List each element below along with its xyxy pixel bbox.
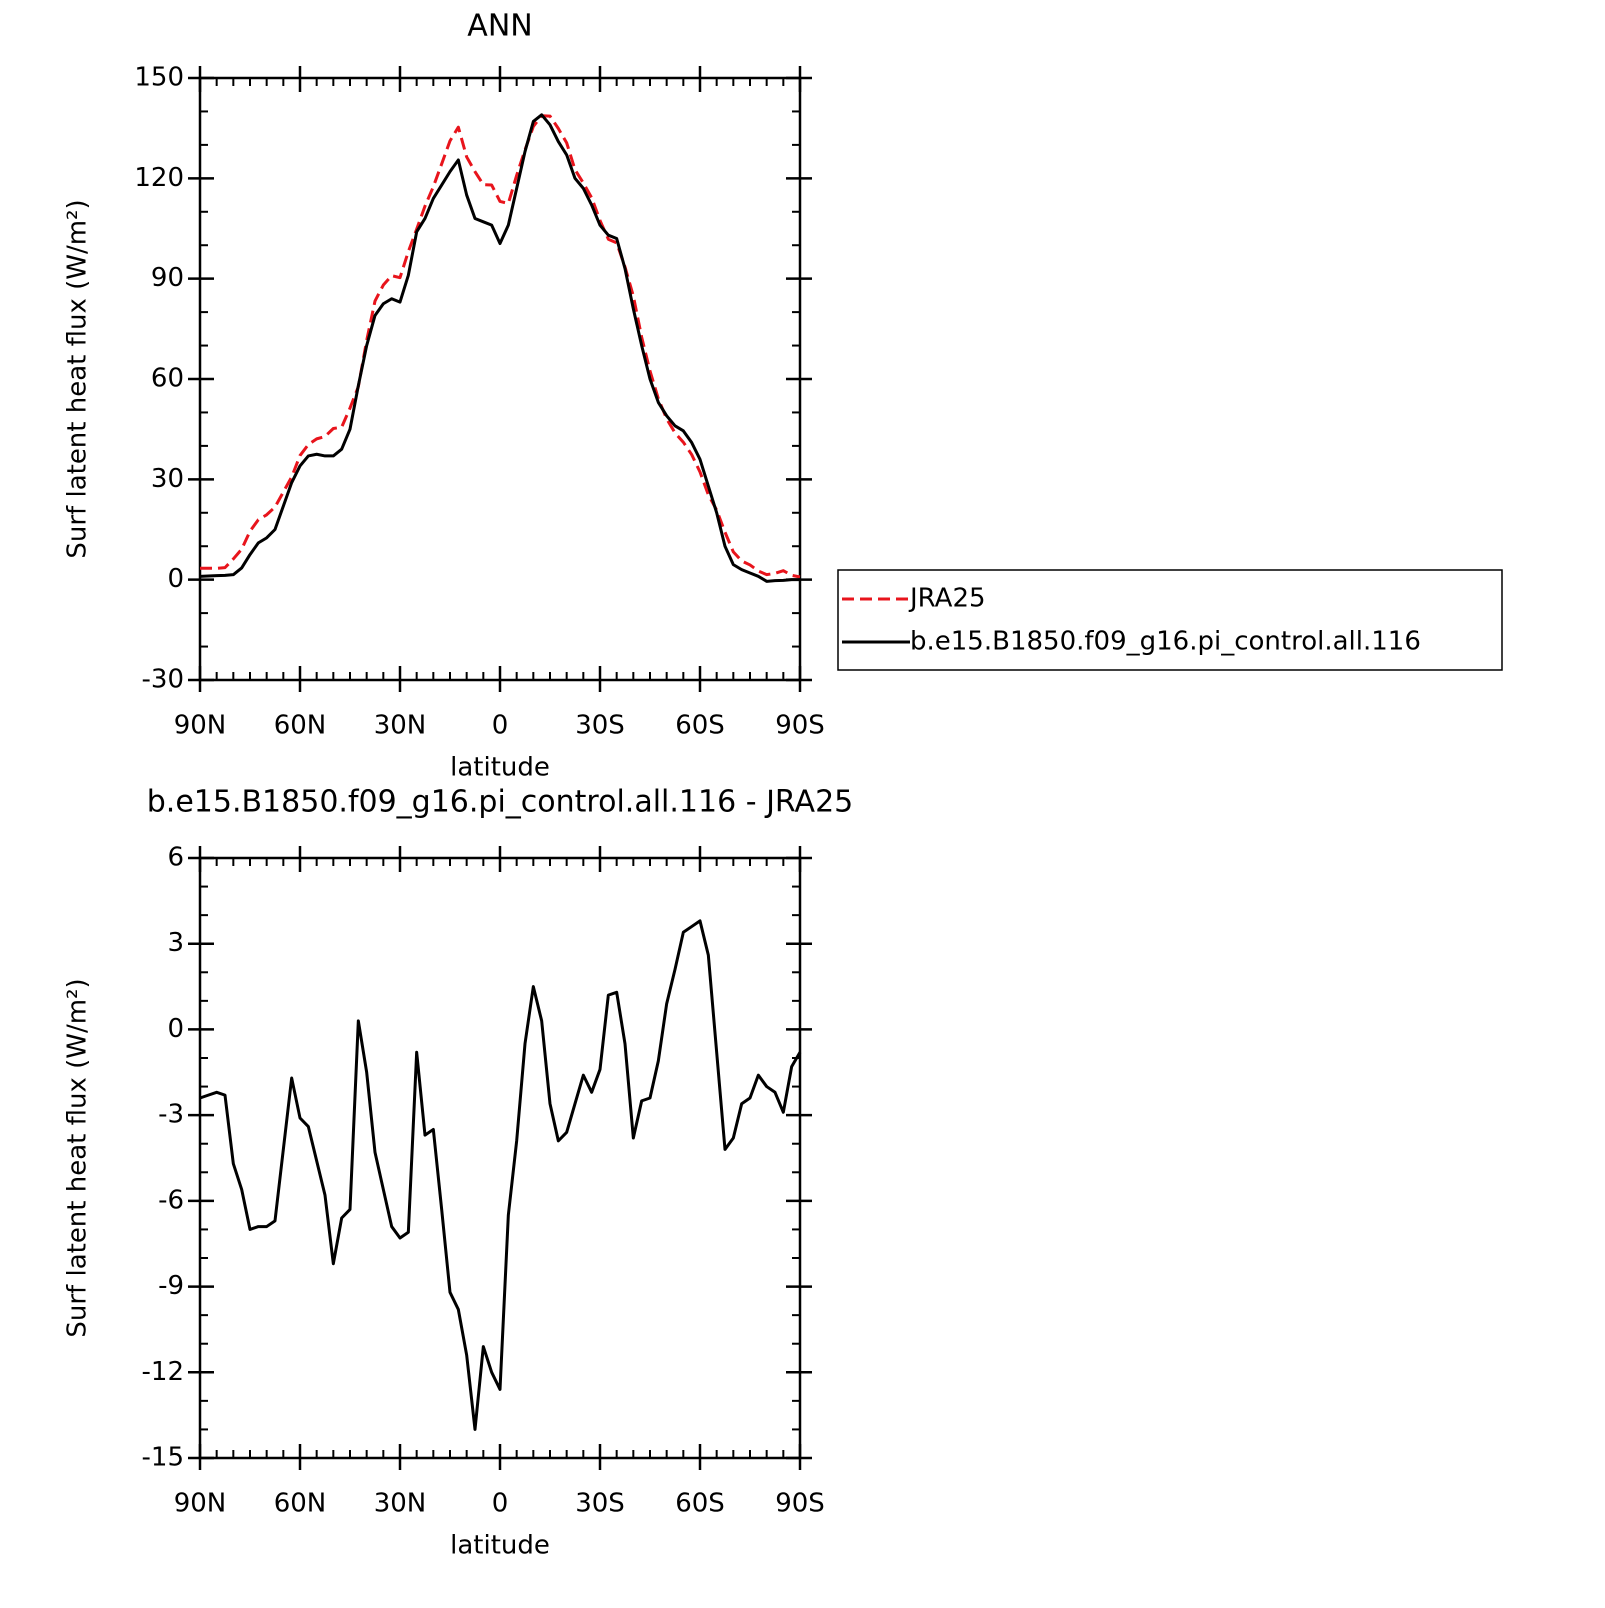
y-tick-label: -15 xyxy=(142,1443,184,1473)
x-tick-label: 90N xyxy=(174,711,227,741)
legend: JRA25 b.e15.B1850.f09_g16.pi_control.all.… xyxy=(837,569,1503,671)
x-tick-label: 30N xyxy=(374,1489,427,1519)
plot: ANN latitude Surf latent heat flux (W/m²) -… xyxy=(63,9,1503,783)
y-tick-label: 0 xyxy=(167,1014,184,1044)
data-line xyxy=(199,113,800,583)
legend-label: b.e15.B1850.f09_g16.pi_control.all.116 xyxy=(910,627,1421,657)
data-line xyxy=(199,919,802,1431)
y-tick-label: -3 xyxy=(158,1100,184,1130)
legend-box xyxy=(837,569,1503,671)
y-tick-label: 90 xyxy=(151,263,184,293)
plot: b.e15.B1850.f09_g16.pi_control.all.116 -… xyxy=(63,785,854,1561)
x-tick-label: 30S xyxy=(575,711,625,741)
y-axis-label: Surf latent heat flux (W/m²) xyxy=(63,199,93,558)
y-tick-label: 3 xyxy=(167,928,184,958)
plot-frame xyxy=(198,856,802,1460)
y-tick-label: 30 xyxy=(151,464,184,494)
y-tick-label: -6 xyxy=(158,1185,184,1215)
x-axis-label: latitude xyxy=(450,1531,550,1561)
x-tick-label: 60S xyxy=(675,1489,725,1519)
x-tick-label: 30S xyxy=(575,1489,625,1519)
y-tick-label: 120 xyxy=(134,163,184,193)
x-tick-label: 30N xyxy=(374,711,427,741)
x-tick-label: 90S xyxy=(775,711,825,741)
y-tick-label: 0 xyxy=(167,564,184,594)
data-line xyxy=(200,114,801,579)
y-tick-label: -30 xyxy=(142,665,184,695)
y-tick-label: 150 xyxy=(134,63,184,93)
x-axis-label: latitude xyxy=(450,753,550,783)
x-tick-label: 60N xyxy=(274,711,327,741)
y-tick-label: -12 xyxy=(142,1357,184,1387)
y-tick-label: 60 xyxy=(151,364,184,394)
x-tick-label: 0 xyxy=(492,1489,509,1519)
x-tick-label: 0 xyxy=(492,711,509,741)
chart-title: ANN xyxy=(467,9,532,44)
x-tick-label: 60S xyxy=(675,711,725,741)
x-tick-label: 60N xyxy=(274,1489,327,1519)
x-tick-label: 90N xyxy=(174,1489,227,1519)
x-tick-label: 90S xyxy=(775,1489,825,1519)
chart-title: b.e15.B1850.f09_g16.pi_control.all.116 -… xyxy=(147,785,854,820)
plot-frame xyxy=(198,76,802,682)
legend-label: JRA25 xyxy=(908,584,986,614)
y-tick-label: -9 xyxy=(158,1271,184,1301)
y-axis-label: Surf latent heat flux (W/m²) xyxy=(63,978,93,1337)
y-tick-label: 6 xyxy=(167,843,184,873)
